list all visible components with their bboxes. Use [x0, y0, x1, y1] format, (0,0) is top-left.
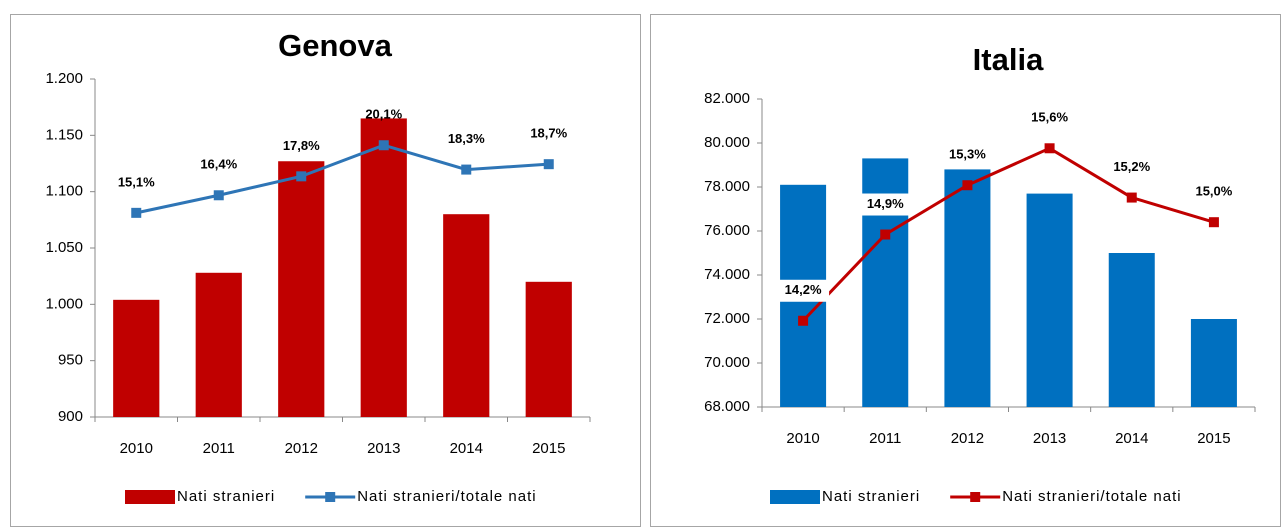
value-label: 20,1%	[365, 107, 402, 122]
chart-title: Genova	[278, 28, 392, 63]
x-tick-label: 2012	[951, 430, 984, 447]
legend-swatch	[770, 490, 820, 504]
y-tick-label: 82.000	[704, 90, 750, 107]
value-label: 15,6%	[1031, 110, 1068, 125]
x-tick-label: 2010	[120, 440, 153, 457]
label-bg	[1105, 156, 1158, 179]
y-tick-label: 1.100	[45, 183, 83, 200]
y-tick-label: 950	[58, 352, 83, 369]
value-label: 14,2%	[785, 282, 822, 297]
legend-label: Nati stranieri/totale nati	[1002, 488, 1181, 505]
marker	[378, 140, 389, 151]
legend-label: Nati stranieri	[822, 488, 920, 505]
x-tick-label: 2013	[1033, 430, 1066, 447]
label-bg	[859, 193, 912, 216]
legend-label: Nati stranieri	[177, 488, 275, 505]
bar	[944, 169, 991, 407]
y-tick-label: 72.000	[704, 310, 750, 327]
marker	[962, 180, 973, 191]
marker	[1208, 217, 1219, 228]
marker	[213, 190, 224, 201]
marker	[461, 164, 472, 175]
panel-border	[10, 14, 641, 527]
bar	[195, 272, 242, 417]
x-tick-label: 2013	[367, 440, 400, 457]
y-tick-label: 900	[58, 408, 83, 425]
y-tick-label: 1.000	[45, 295, 83, 312]
bar	[443, 214, 490, 417]
marker	[1126, 192, 1137, 203]
y-tick-label: 80.000	[704, 134, 750, 151]
value-label: 15,0%	[1195, 184, 1232, 199]
y-tick-label: 1.050	[45, 239, 83, 256]
legend-swatch	[125, 490, 175, 504]
legend-swatch	[970, 492, 981, 502]
y-tick-label: 78.000	[704, 178, 750, 195]
x-tick-label: 2012	[285, 440, 318, 457]
marker	[131, 207, 142, 218]
chart-title: Italia	[973, 42, 1044, 77]
value-label: 14,9%	[867, 196, 904, 211]
y-tick-label: 70.000	[704, 354, 750, 371]
marker	[798, 315, 809, 326]
value-label: 15,2%	[1113, 159, 1150, 174]
value-label: 18,7%	[530, 126, 567, 141]
bar	[1108, 253, 1155, 407]
x-tick-label: 2014	[1115, 430, 1148, 447]
bar	[113, 299, 160, 417]
value-label: 17,8%	[283, 138, 320, 153]
x-tick-label: 2015	[532, 440, 565, 457]
legend-swatch	[325, 492, 336, 502]
value-label: 15,1%	[118, 174, 155, 189]
y-tick-label: 68.000	[704, 398, 750, 415]
label-bg	[1187, 181, 1240, 204]
bar	[1026, 193, 1073, 407]
y-tick-label: 1.150	[45, 126, 83, 143]
bar	[278, 161, 325, 417]
y-tick-label: 1.200	[45, 70, 83, 87]
bar	[360, 118, 407, 417]
value-label: 15,3%	[949, 147, 986, 162]
line	[801, 146, 1215, 322]
marker	[1044, 143, 1055, 154]
value-label: 18,3%	[448, 131, 485, 146]
x-tick-label: 2014	[450, 440, 483, 457]
marker	[296, 171, 307, 182]
label-bg	[941, 144, 994, 167]
bar	[525, 281, 572, 417]
label-bg	[777, 279, 830, 302]
x-tick-label: 2011	[203, 440, 235, 457]
x-tick-label: 2015	[1197, 430, 1230, 447]
bar	[1190, 319, 1237, 407]
marker	[880, 229, 891, 240]
label-bg	[1023, 107, 1076, 130]
line	[135, 143, 549, 215]
legend-label: Nati stranieri/totale nati	[357, 488, 536, 505]
y-tick-label: 76.000	[704, 222, 750, 239]
x-tick-label: 2011	[869, 430, 901, 447]
x-tick-label: 2010	[786, 430, 819, 447]
marker	[543, 159, 554, 170]
value-label: 16,4%	[200, 157, 237, 172]
y-tick-label: 74.000	[704, 266, 750, 283]
